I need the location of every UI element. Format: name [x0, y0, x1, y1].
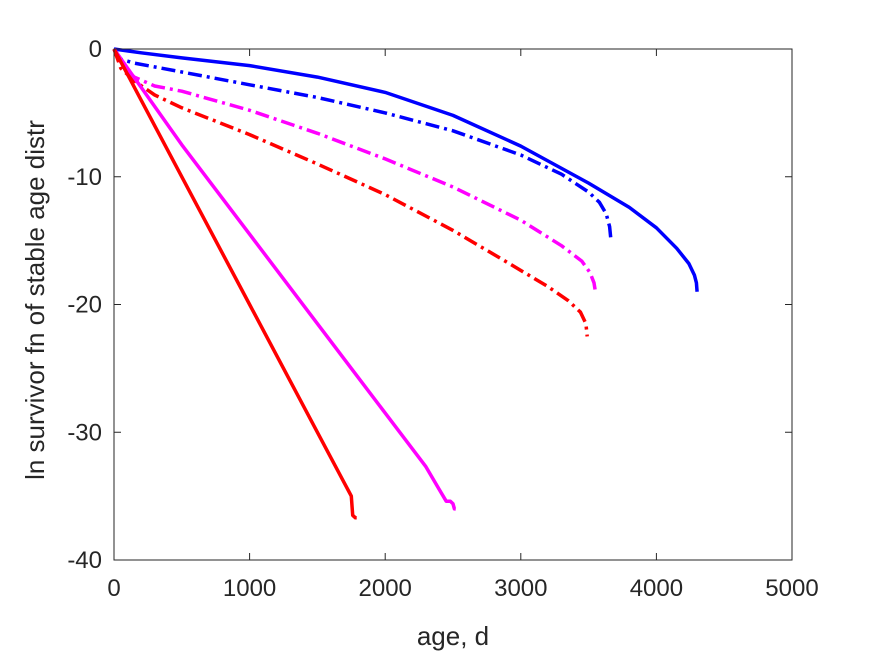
- y-tick-label: 0: [89, 36, 102, 63]
- x-tick-label: 4000: [630, 575, 683, 602]
- tick-layer: 0 1000 2000 3000 4000 5000 0 -10 -20 -30 -40: [67, 36, 818, 602]
- series-line-5: [112, 47, 457, 511]
- x-tick-label: 5000: [765, 575, 818, 602]
- series-line-2: [112, 48, 613, 241]
- y-tick-label: -20: [67, 292, 102, 319]
- x-tick-label: 3000: [494, 575, 547, 602]
- x-tick-label: 0: [107, 575, 120, 602]
- x-axis-label: age, d: [417, 621, 489, 651]
- series-line-6: [112, 48, 358, 520]
- y-axis-label: ln survivor fn of stable age distr: [20, 120, 50, 480]
- y-tick-label: -40: [67, 547, 102, 574]
- x-tick-label: 2000: [359, 575, 412, 602]
- y-tick-label: -10: [67, 164, 102, 191]
- x-tick-label: 1000: [223, 575, 276, 602]
- series-line-3: [112, 48, 598, 292]
- series-layer: [112, 47, 699, 520]
- y-tick-label: -30: [67, 419, 102, 446]
- series-line-1: [113, 47, 699, 292]
